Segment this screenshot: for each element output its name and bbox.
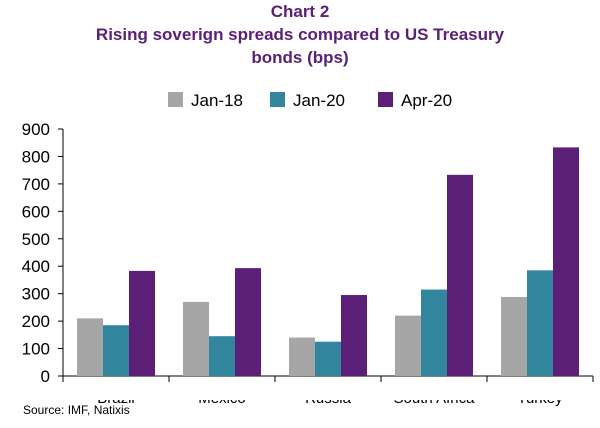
bar bbox=[447, 174, 473, 376]
legend-label: Jan-20 bbox=[293, 91, 345, 110]
axes: 0 100 200 300 400 500 600 700 800 900 bbox=[22, 120, 594, 386]
legend-swatch bbox=[270, 92, 285, 107]
bar bbox=[129, 270, 155, 376]
bar bbox=[395, 315, 421, 376]
legend-item: Apr-20 bbox=[378, 91, 452, 110]
legend-label: Apr-20 bbox=[401, 91, 452, 110]
bar bbox=[527, 270, 553, 376]
legend-swatch bbox=[168, 92, 183, 107]
bar bbox=[421, 289, 447, 376]
bar bbox=[289, 337, 315, 376]
bar bbox=[77, 318, 103, 376]
y-tick-label: 700 bbox=[22, 175, 50, 194]
legend-item: Jan-20 bbox=[270, 91, 345, 110]
bar bbox=[553, 147, 579, 376]
legend-item: Jan-18 bbox=[168, 91, 243, 110]
overlap-mask bbox=[0, 390, 600, 400]
chart-title-line: Chart 2 bbox=[271, 2, 330, 21]
y-tick-label: 300 bbox=[22, 285, 50, 304]
chart-title-line: Rising soverign spreads compared to US T… bbox=[96, 25, 505, 44]
y-tick-label: 400 bbox=[22, 257, 50, 276]
source-note: Source: IMF, Natixis bbox=[23, 403, 130, 417]
legend-swatch bbox=[378, 92, 393, 107]
chart-title: Chart 2 Rising soverign spreads compared … bbox=[96, 2, 505, 67]
bar bbox=[235, 268, 261, 376]
bars bbox=[77, 147, 579, 376]
y-tick-label: 900 bbox=[22, 120, 50, 139]
chart-title-line: bonds (bps) bbox=[251, 48, 348, 67]
bar bbox=[341, 295, 367, 376]
y-tick-label: 100 bbox=[22, 340, 50, 359]
bar bbox=[183, 301, 209, 376]
y-tick-label: 200 bbox=[22, 312, 50, 331]
y-tick-label: 0 bbox=[41, 367, 50, 386]
y-tick-label: 600 bbox=[22, 202, 50, 221]
legend: Jan-18 Jan-20 Apr-20 bbox=[168, 91, 452, 110]
bar bbox=[501, 296, 527, 376]
y-tick-label: 500 bbox=[22, 230, 50, 249]
y-tick-label: 800 bbox=[22, 147, 50, 166]
bar bbox=[209, 336, 235, 376]
legend-label: Jan-18 bbox=[191, 91, 243, 110]
bar bbox=[103, 325, 129, 376]
bar bbox=[315, 341, 341, 376]
